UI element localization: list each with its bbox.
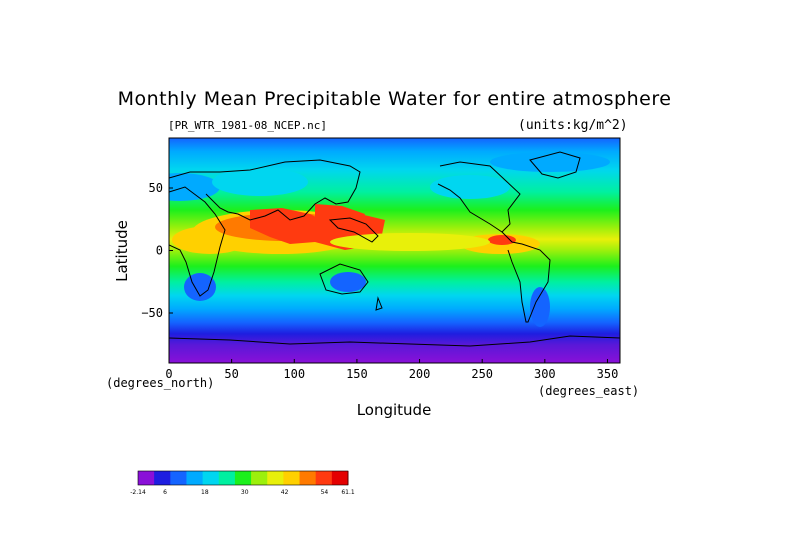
x-tick-label: 0 <box>165 367 172 381</box>
colorbar-swatch <box>202 471 220 485</box>
colorbar-swatch <box>251 471 268 485</box>
colorbar-tick-label: 61.1 <box>341 489 355 496</box>
x-tick-label: 250 <box>471 367 493 381</box>
x-tick-label: 150 <box>346 367 368 381</box>
colorbar-tick-label: -2.14 <box>130 489 146 496</box>
colorbar-swatch <box>234 471 252 485</box>
x-axis-label: Longitude <box>356 401 432 419</box>
colorbar-tick-label: 42 <box>281 489 289 496</box>
map-plot: 0 50 100 150 200 250 300 350 −50 0 50 <box>141 137 621 381</box>
colorbar-labels: -2.14 6 18 30 42 54 61.1 <box>130 489 355 496</box>
y-tick-label: 50 <box>149 181 163 195</box>
colorbar-tick-label: 18 <box>201 489 209 496</box>
y-tick-label: −50 <box>141 306 163 320</box>
heatmap-field <box>169 138 620 363</box>
colorbar-swatch <box>218 471 236 485</box>
colorbar-tick-label: 54 <box>321 489 329 496</box>
x-tick-label: 100 <box>283 367 305 381</box>
units-label: (units:kg/m^2) <box>518 118 628 133</box>
coastlines <box>169 151 620 347</box>
colorbar-tick-label: 6 <box>163 489 167 496</box>
colorbar-swatch <box>170 471 187 485</box>
y-axis-unit: (degrees_north) <box>106 376 215 390</box>
colorbar-swatch <box>315 471 333 485</box>
colorbar-swatches <box>137 470 349 486</box>
y-tick-label: 0 <box>156 244 163 258</box>
x-tick-label: 50 <box>224 367 238 381</box>
y-axis-ticks: −50 0 50 <box>141 181 173 320</box>
colorbar-frame <box>137 470 349 486</box>
file-label: [PR_WTR_1981-08_NCEP.nc] <box>168 119 327 132</box>
colorbar-tick-label: 30 <box>241 489 249 496</box>
colorbar-swatch <box>138 471 155 485</box>
colorbar-swatch <box>154 471 171 485</box>
chart-title: Monthly Mean Precipitable Water for enti… <box>117 88 672 110</box>
x-tick-label: 200 <box>409 367 431 381</box>
x-tick-label: 350 <box>597 367 619 381</box>
colorbar-legend: -2.14 6 18 30 42 54 61.1 <box>130 470 355 496</box>
x-axis-ticks: 0 50 100 150 200 250 300 350 <box>165 359 618 381</box>
y-axis-label: Latitude <box>113 220 131 282</box>
colorbar-swatch <box>331 471 349 485</box>
colorbar-swatch <box>186 471 204 485</box>
x-tick-label: 300 <box>534 367 556 381</box>
colorbar-swatch <box>267 471 284 485</box>
x-axis-unit: (degrees_east) <box>538 384 640 398</box>
colorbar-swatch <box>283 471 301 485</box>
colorbar-swatch <box>299 471 317 485</box>
